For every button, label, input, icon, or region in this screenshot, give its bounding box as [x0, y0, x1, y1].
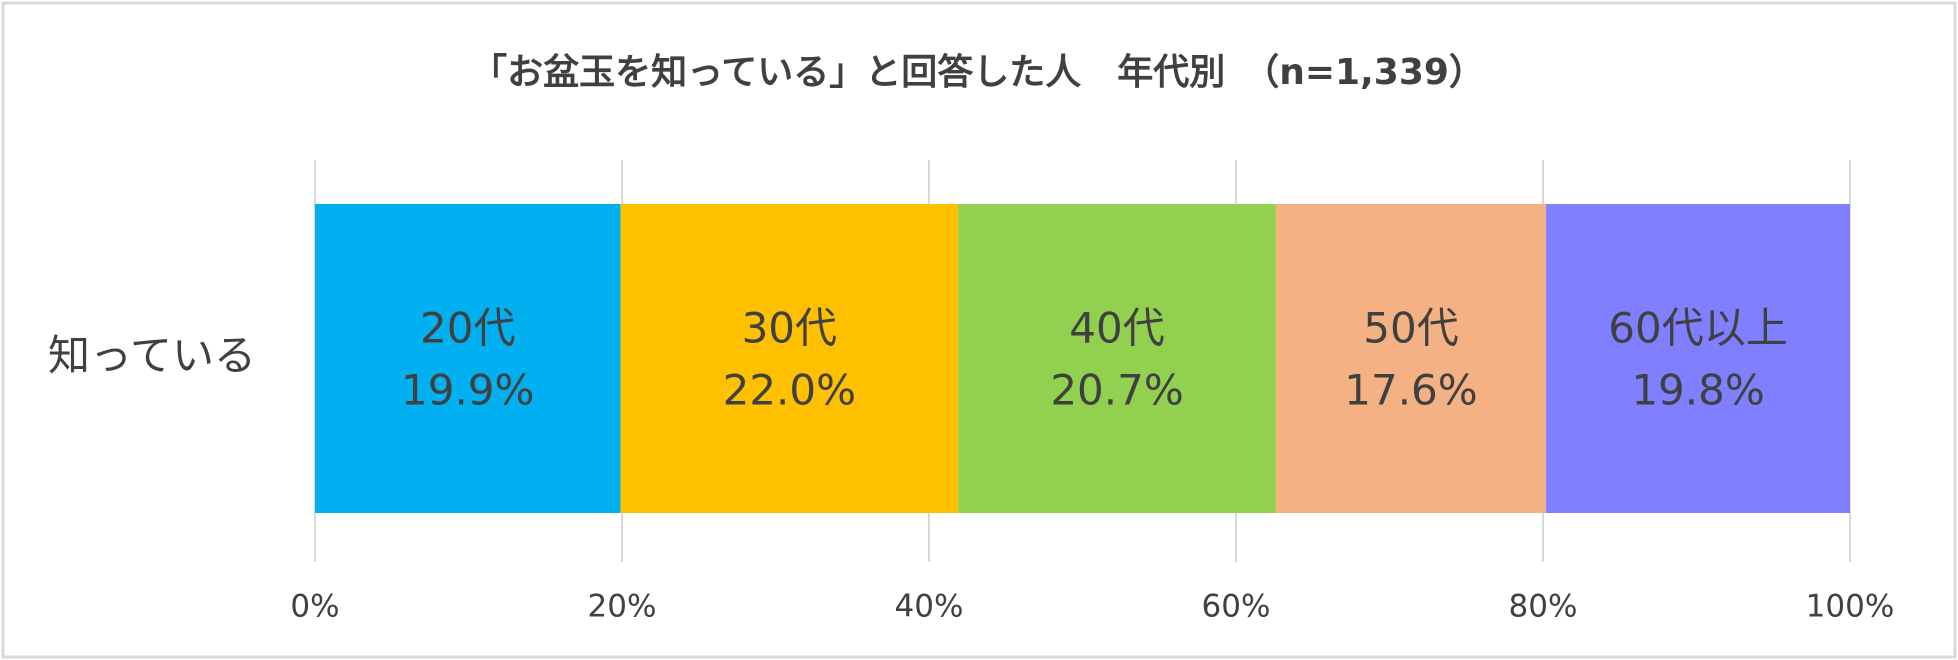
x-tick-label: 60%: [1202, 589, 1271, 625]
x-tick-label: 40%: [895, 589, 964, 625]
x-tick-label: 20%: [588, 589, 657, 625]
data-label: 17.6%: [1344, 366, 1477, 415]
data-label: 20.7%: [1050, 366, 1183, 415]
segment-name: 40代: [1069, 304, 1164, 353]
segment-name: 60代以上: [1608, 304, 1787, 353]
bar-segment: [1275, 204, 1547, 513]
segment-name: 30代: [742, 304, 837, 353]
x-tick-label: 80%: [1509, 589, 1578, 625]
data-label: 19.9%: [401, 366, 534, 415]
bar-segment: [958, 204, 1276, 513]
data-label: 19.8%: [1631, 366, 1764, 415]
y-tick-label: 知っている: [48, 331, 256, 380]
segment-name: 20代: [420, 304, 515, 353]
bar-segment: [315, 204, 621, 513]
bar-segment: [620, 204, 959, 513]
chart-title: 「お盆玉を知っている」と回答した人 年代別 （n=1,339）: [471, 52, 1485, 93]
data-label: 22.0%: [723, 366, 856, 415]
segment-name: 50代: [1363, 304, 1458, 353]
bar-segment: [1546, 204, 1850, 513]
x-tick-label: 0%: [290, 589, 339, 625]
x-tick-label: 100%: [1806, 589, 1895, 625]
